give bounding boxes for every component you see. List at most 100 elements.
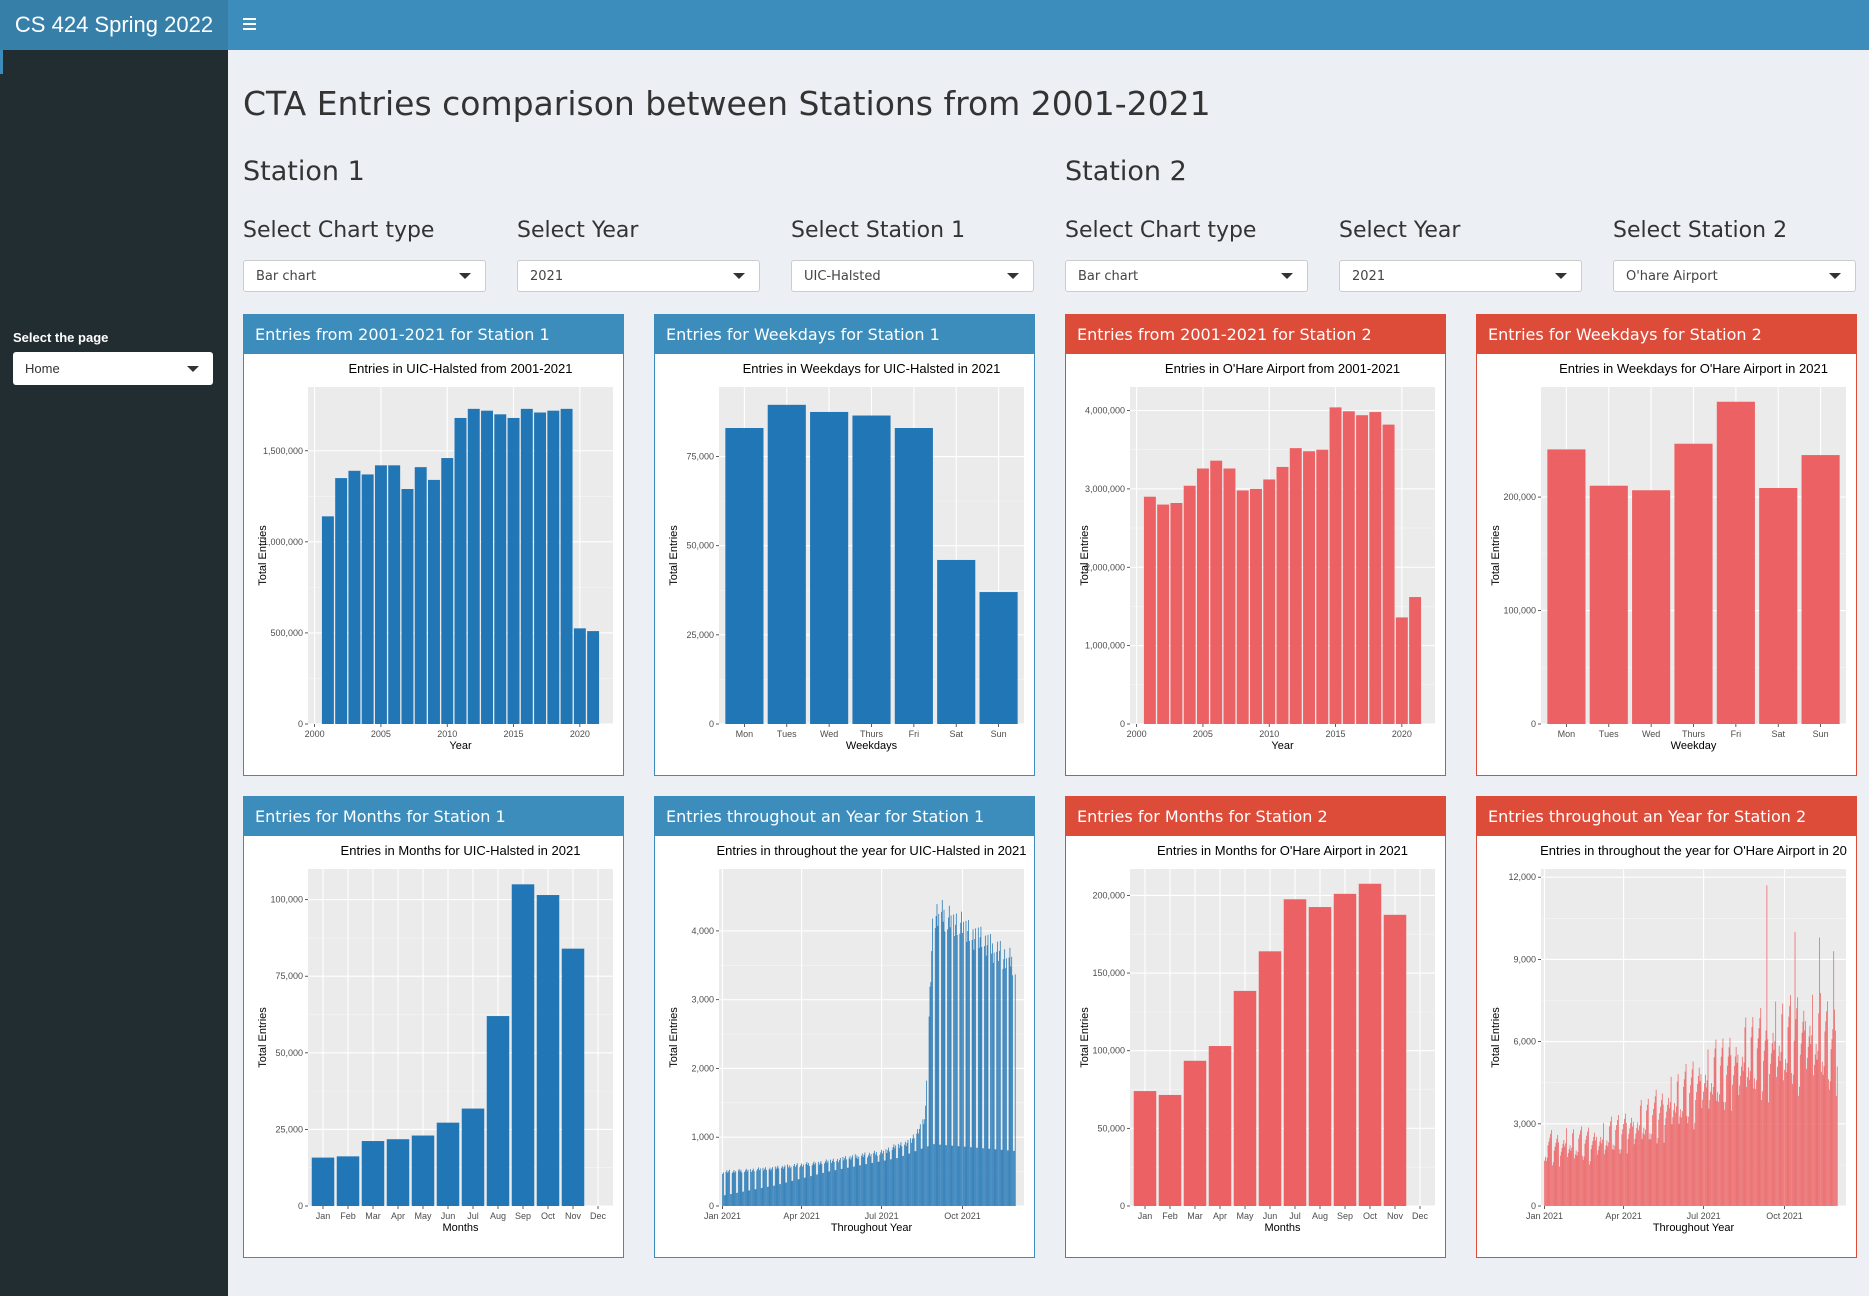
y-tick-label: 1,500,000 [263, 446, 303, 456]
bar [935, 916, 937, 1206]
y-tick-label: 0 [709, 719, 714, 729]
bar [879, 1154, 881, 1206]
bar [560, 408, 573, 724]
app-brand[interactable]: CS 424 Spring 2022 [0, 0, 228, 50]
bar [1552, 1165, 1553, 1206]
bar [486, 1016, 510, 1206]
s2-chart-type-select[interactable]: Bar chart [1065, 260, 1308, 292]
bar [788, 1167, 789, 1206]
bar [805, 1163, 807, 1206]
bar [1753, 1088, 1755, 1206]
x-tick-label: Oct 2021 [1766, 1211, 1803, 1221]
y-tick-label: 3,000,000 [1085, 484, 1125, 494]
bar [1723, 1101, 1725, 1206]
bar [1659, 1113, 1661, 1206]
bar [730, 1193, 732, 1206]
bar [853, 1166, 854, 1206]
bar [573, 628, 586, 724]
bar [1707, 1049, 1709, 1206]
bar [1627, 1139, 1629, 1206]
s2-year-select[interactable]: 2021 [1339, 260, 1582, 292]
bar [1824, 1031, 1826, 1206]
bar [848, 1158, 850, 1206]
bar [1582, 1159, 1584, 1206]
bar [838, 1162, 839, 1206]
bar [807, 1164, 809, 1206]
bar [817, 1174, 818, 1206]
bar [777, 1165, 779, 1206]
bar [1808, 1036, 1810, 1206]
chart-title: Entries in UIC-Halsted from 2001-2021 [349, 361, 573, 376]
bar [886, 1153, 888, 1206]
page-select[interactable]: Home [13, 352, 213, 385]
x-tick-label: Sep [515, 1211, 531, 1221]
bar [1654, 1102, 1655, 1206]
bar [494, 414, 507, 724]
bar [1715, 1039, 1717, 1206]
bar [467, 408, 480, 724]
x-tick-label: Jan 2021 [1526, 1211, 1563, 1221]
bar [742, 1191, 744, 1206]
bar [810, 1175, 812, 1206]
bar [766, 1169, 767, 1206]
bar [851, 1157, 853, 1206]
s1-station-select[interactable]: UIC-Halsted [791, 260, 1034, 292]
bar [1806, 1057, 1808, 1206]
bar [1759, 487, 1798, 724]
bar [1545, 1156, 1546, 1206]
bar [955, 924, 956, 1206]
y-tick-label: 100,000 [1092, 1046, 1125, 1056]
bar [911, 1138, 913, 1206]
s2-station-select[interactable]: O'hare Airport [1613, 260, 1856, 292]
bar [1565, 1143, 1566, 1206]
bar [1593, 1136, 1595, 1206]
bar [931, 951, 933, 1206]
bar [819, 1163, 821, 1206]
hamburger-menu-icon[interactable] [240, 15, 260, 35]
bar [1010, 966, 1012, 1206]
bar [865, 1164, 867, 1206]
bar [758, 1167, 759, 1206]
bar [1618, 1149, 1620, 1206]
bar [1342, 411, 1355, 724]
bar [311, 1157, 335, 1206]
bar [767, 404, 806, 724]
s1-year-select[interactable]: 2021 [517, 260, 760, 292]
bar [1801, 1032, 1803, 1206]
bar [1801, 455, 1840, 724]
bar [734, 1172, 736, 1206]
chart-title: Entries in throughout the year for UIC-H… [716, 843, 1026, 858]
bar [1014, 974, 1016, 1206]
bar [1622, 1129, 1624, 1206]
bar [831, 1162, 832, 1206]
bar [1670, 1076, 1672, 1206]
s1-chart-type-select[interactable]: Bar chart [243, 260, 486, 292]
y-tick-label: 50,000 [1097, 1123, 1125, 1133]
bar [948, 917, 949, 1206]
bar [884, 1160, 886, 1206]
y-tick-label: 500,000 [270, 628, 303, 638]
s2-daily-box-title: Entries throughout an Year for Station 2 [1477, 797, 1856, 836]
bar [1832, 1029, 1834, 1206]
bar [773, 1185, 774, 1206]
bar [883, 1160, 885, 1206]
x-tick-label: Wed [820, 729, 838, 739]
bar [788, 1165, 790, 1206]
s1-year-value: 2021 [530, 269, 564, 284]
bar [1564, 1146, 1566, 1206]
bar [1607, 1146, 1609, 1206]
bar [991, 953, 992, 1206]
bar [962, 932, 963, 1206]
x-axis-label: Weekdays [846, 740, 898, 752]
bar [857, 1158, 859, 1206]
bar [1720, 1056, 1722, 1206]
bar [791, 1181, 793, 1206]
bar [1794, 932, 1796, 1206]
bar [1587, 1131, 1588, 1206]
bar [1624, 1118, 1625, 1206]
bar [924, 1119, 926, 1206]
bar [730, 1194, 731, 1206]
bar [947, 929, 948, 1206]
bar [846, 1159, 847, 1206]
s1-chart-type-label: Select Chart type [243, 218, 435, 243]
